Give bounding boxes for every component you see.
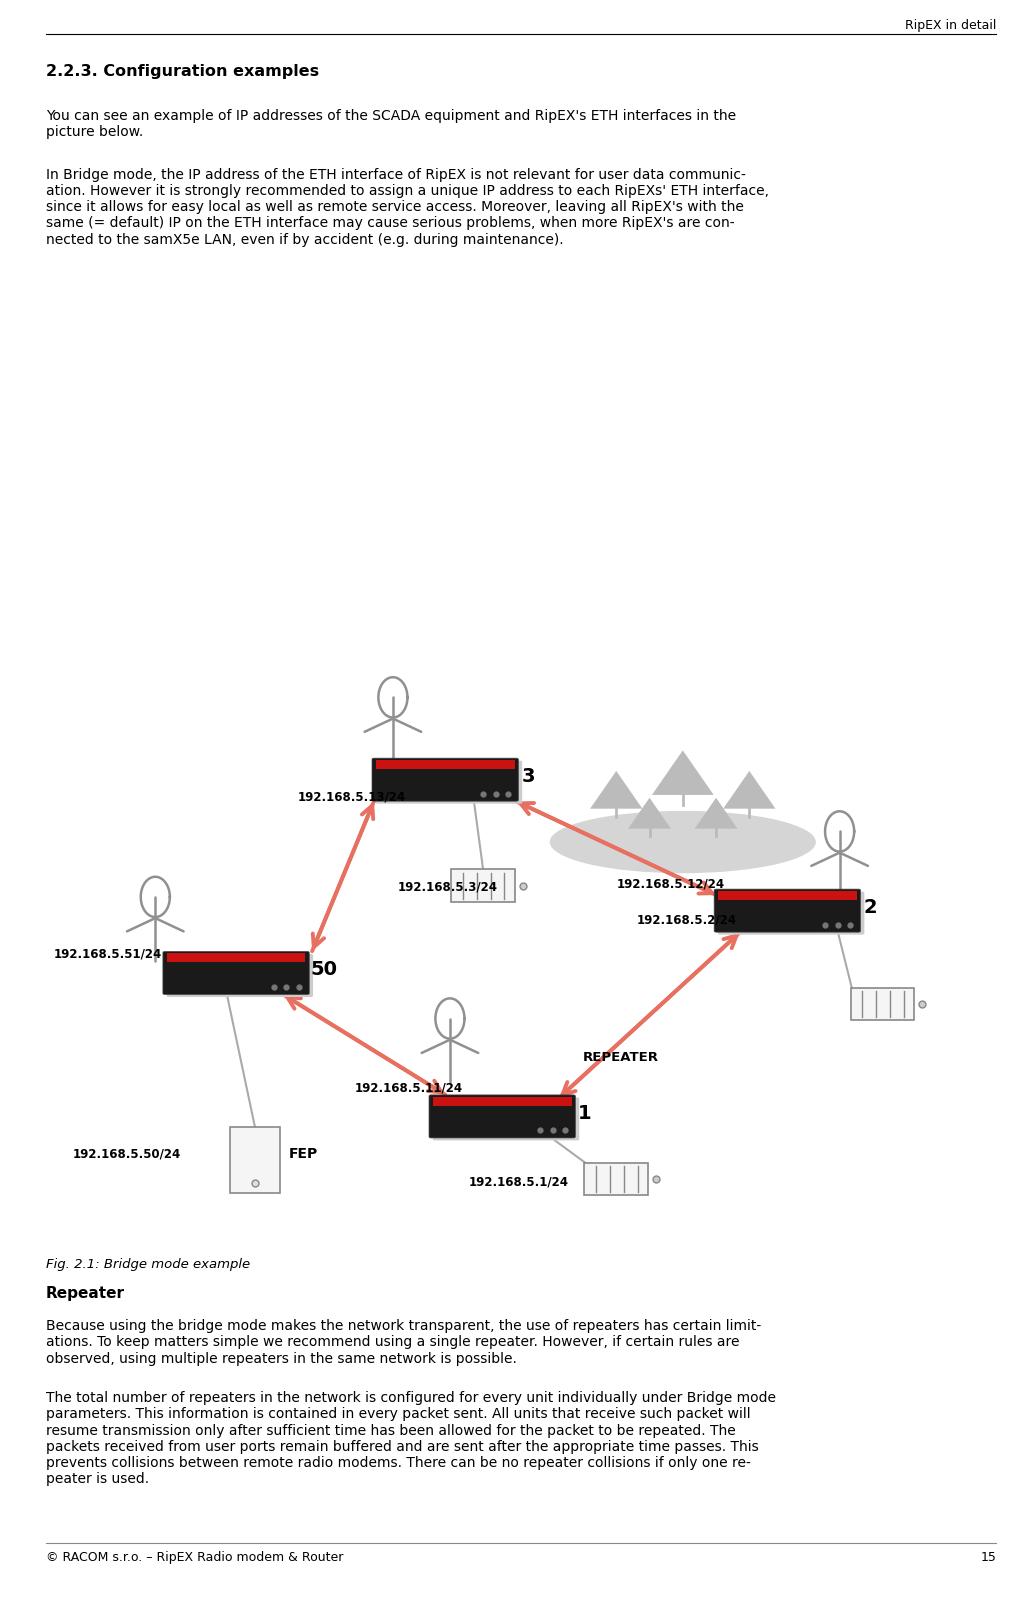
Text: 192.168.5.13/24: 192.168.5.13/24 <box>297 790 406 804</box>
Polygon shape <box>590 771 643 809</box>
Text: 192.168.5.51/24: 192.168.5.51/24 <box>53 948 161 961</box>
Bar <box>376 760 514 769</box>
Text: Fig. 2.1: Bridge mode example: Fig. 2.1: Bridge mode example <box>46 1258 250 1271</box>
Text: REPEATER: REPEATER <box>583 1051 659 1063</box>
Text: 192.168.5.3/24: 192.168.5.3/24 <box>398 881 498 894</box>
FancyBboxPatch shape <box>718 892 865 935</box>
FancyBboxPatch shape <box>162 951 310 995</box>
Polygon shape <box>652 750 713 795</box>
Text: © RACOM s.r.o. – RipEX Radio modem & Router: © RACOM s.r.o. – RipEX Radio modem & Rou… <box>46 1551 343 1564</box>
FancyBboxPatch shape <box>429 1095 575 1138</box>
FancyBboxPatch shape <box>376 761 522 804</box>
FancyBboxPatch shape <box>714 889 861 932</box>
Text: 1: 1 <box>578 1103 592 1122</box>
FancyBboxPatch shape <box>230 1127 280 1193</box>
Text: 2.2.3. Configuration examples: 2.2.3. Configuration examples <box>46 64 319 78</box>
Bar <box>167 953 306 963</box>
Text: RipEX in detail: RipEX in detail <box>905 19 996 32</box>
FancyBboxPatch shape <box>585 1162 648 1194</box>
Text: 192.168.5.12/24: 192.168.5.12/24 <box>616 878 725 891</box>
FancyBboxPatch shape <box>850 988 915 1020</box>
Text: 3: 3 <box>521 768 535 787</box>
Text: 192.168.5.50/24: 192.168.5.50/24 <box>73 1148 181 1161</box>
Ellipse shape <box>550 811 816 873</box>
Text: Repeater: Repeater <box>46 1286 125 1300</box>
Text: The total number of repeaters in the network is configured for every unit indivi: The total number of repeaters in the net… <box>46 1391 776 1485</box>
FancyBboxPatch shape <box>167 955 313 998</box>
Text: 15: 15 <box>980 1551 996 1564</box>
Text: In Bridge mode, the IP address of the ETH interface of RipEX is not relevant for: In Bridge mode, the IP address of the ET… <box>46 168 769 246</box>
Text: You can see an example of IP addresses of the SCADA equipment and RipEX's ETH in: You can see an example of IP addresses o… <box>46 109 736 139</box>
Bar <box>718 891 856 900</box>
Bar <box>433 1097 571 1105</box>
Text: 192.168.5.2/24: 192.168.5.2/24 <box>637 913 737 926</box>
Text: 192.168.5.11/24: 192.168.5.11/24 <box>355 1083 463 1095</box>
FancyBboxPatch shape <box>452 870 515 902</box>
Polygon shape <box>695 798 738 828</box>
Polygon shape <box>724 771 776 809</box>
Text: 2: 2 <box>864 899 877 916</box>
Polygon shape <box>629 798 670 828</box>
Text: Because using the bridge mode makes the network transparent, the use of repeater: Because using the bridge mode makes the … <box>46 1319 761 1366</box>
Text: FEP: FEP <box>288 1146 318 1161</box>
FancyBboxPatch shape <box>433 1097 579 1140</box>
FancyBboxPatch shape <box>372 758 518 801</box>
Text: 50: 50 <box>311 961 337 979</box>
Text: 192.168.5.1/24: 192.168.5.1/24 <box>469 1175 569 1188</box>
